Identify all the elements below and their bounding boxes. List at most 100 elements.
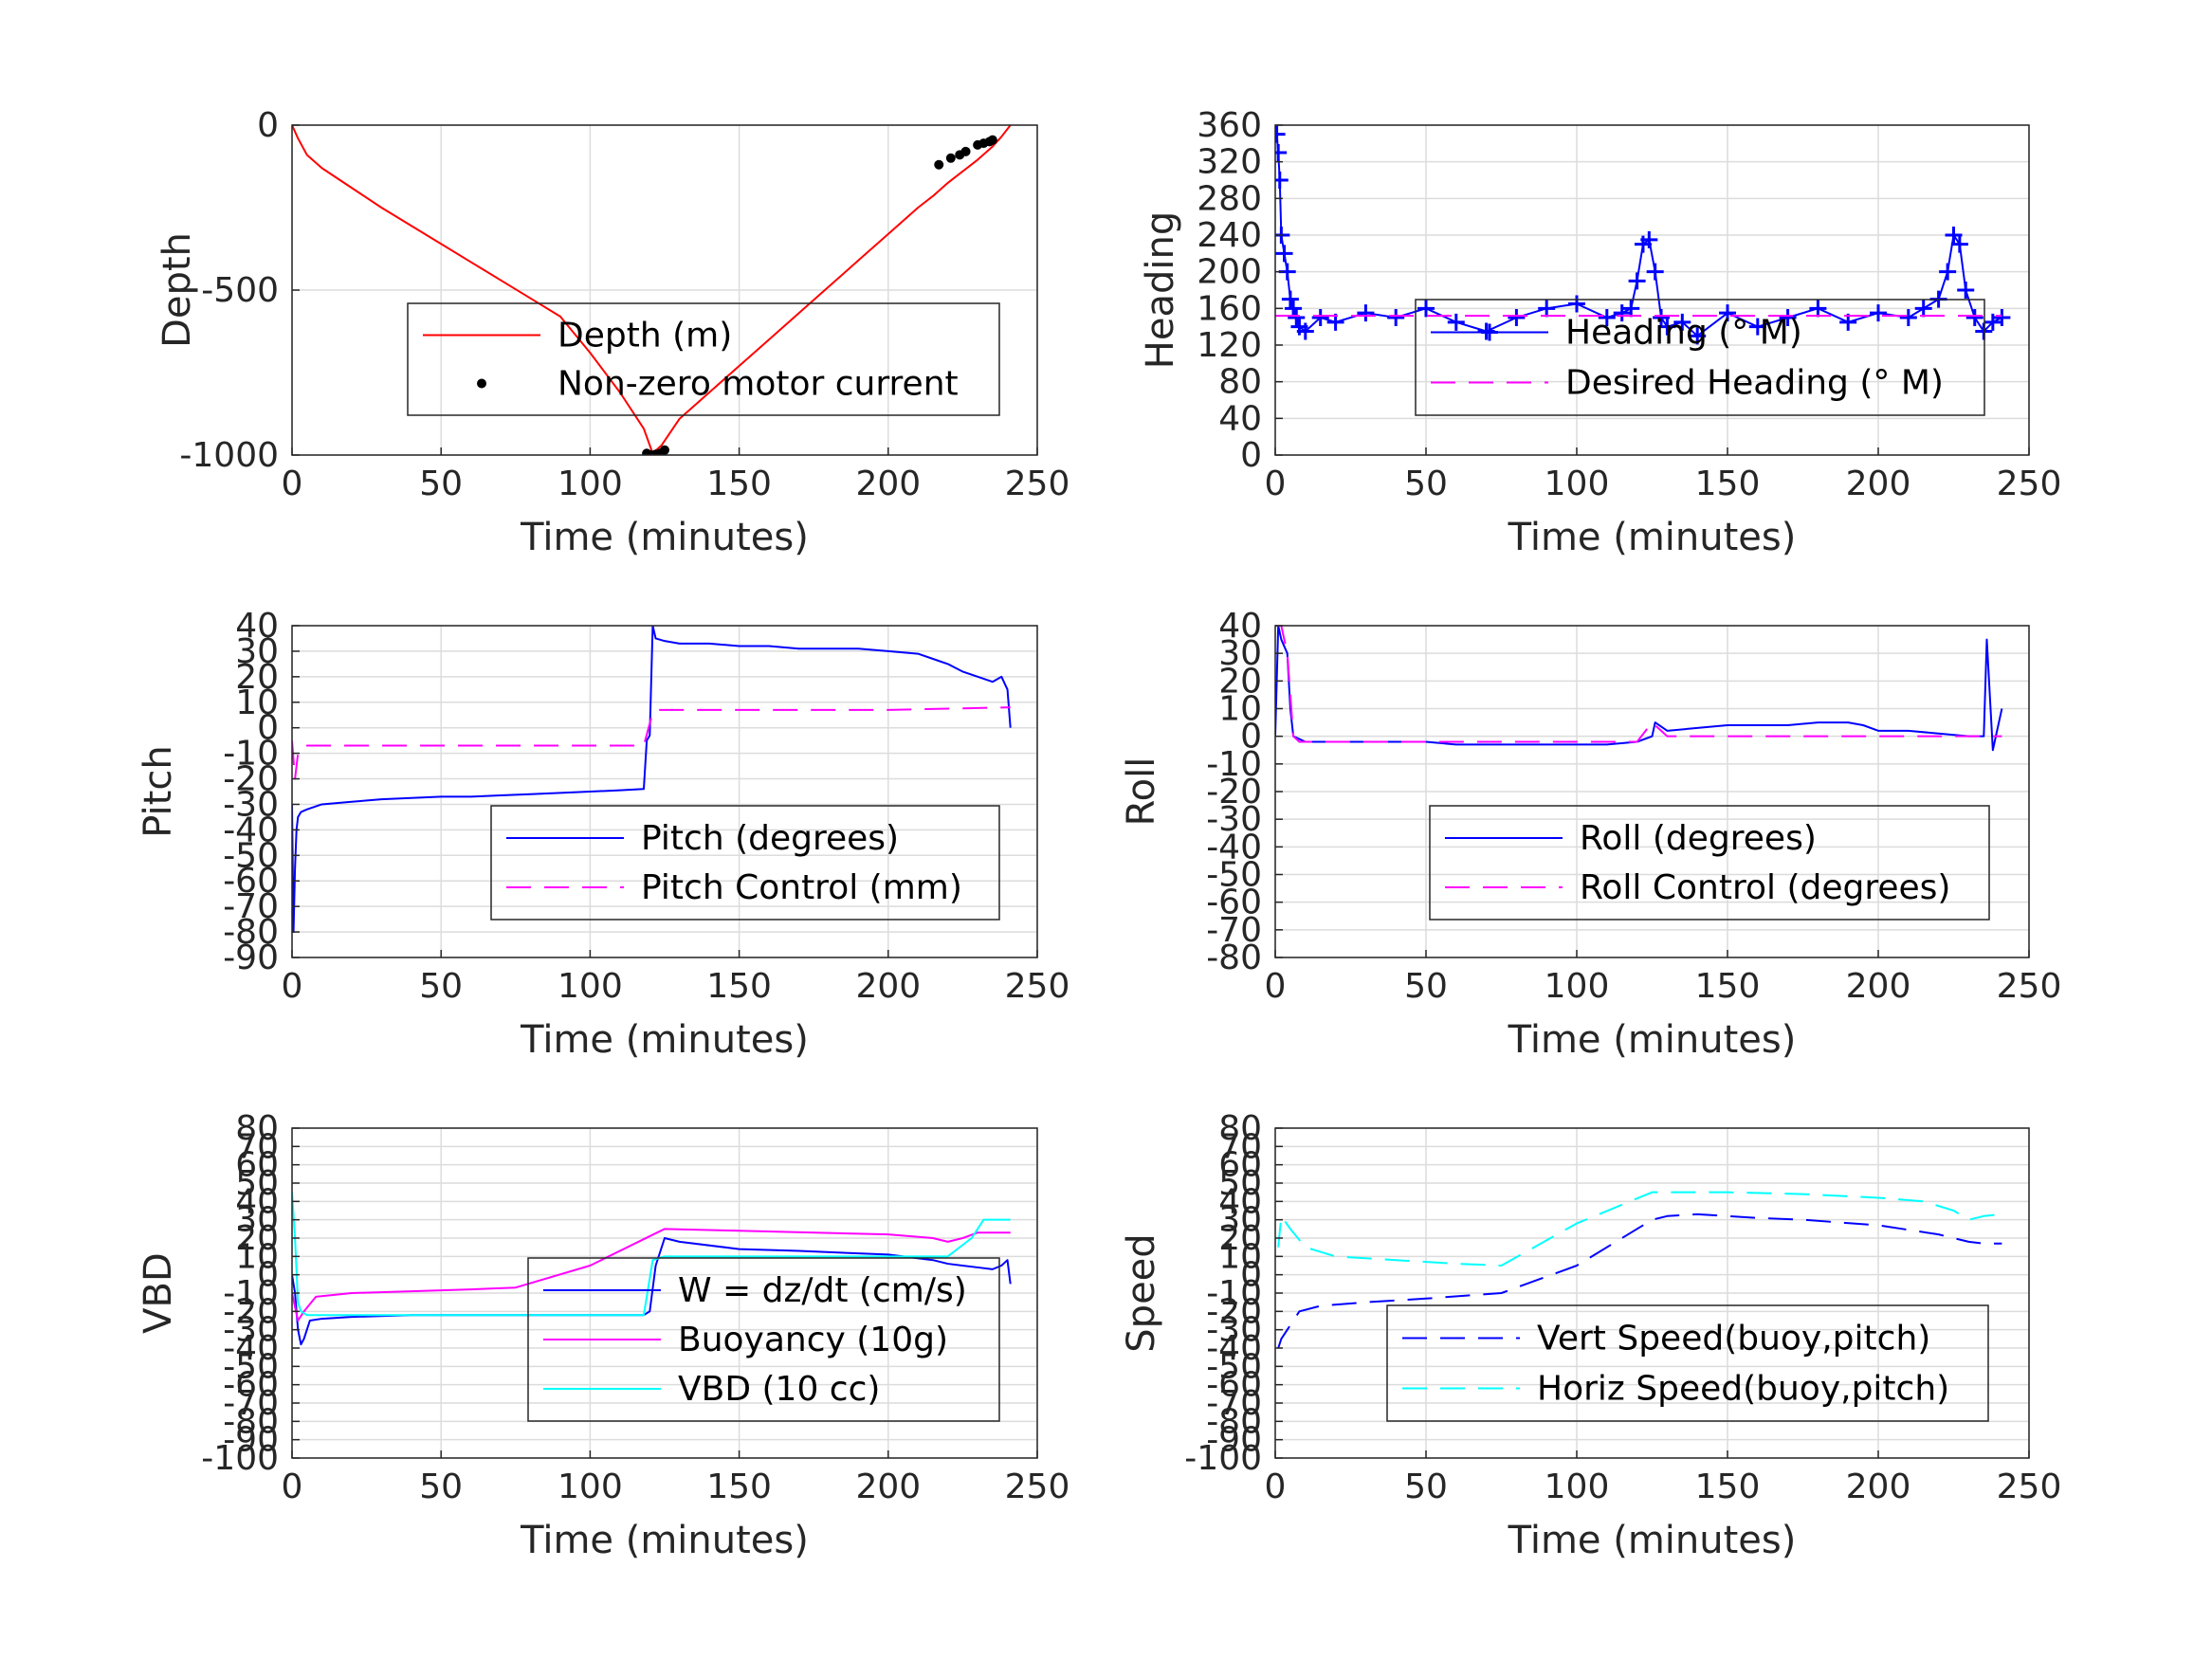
y-tick-label: 200 [1197, 253, 1262, 292]
y-tick-label: -10 [1206, 745, 1262, 784]
subplot-depth: 0 50 100 150 200 250 -1000 -500 0 Time (minutes) D… [155, 106, 1069, 559]
y-tick-label: 10 [235, 1237, 279, 1276]
legend-label: VBD (10 cc) [678, 1370, 880, 1409]
y-tick-label: -50 [223, 1347, 279, 1386]
x-tick-label: 150 [706, 1468, 772, 1506]
y-tick-label: -60 [1206, 1366, 1262, 1405]
x-tick-label: 150 [706, 465, 772, 503]
y-tick-label: 20 [1218, 1219, 1262, 1258]
y-tick-label: -10 [1206, 1274, 1262, 1313]
y-tick-label: 0 [257, 1256, 279, 1295]
x-tick-label: 200 [855, 1468, 921, 1506]
legend-marker [477, 378, 486, 389]
y-tick-label: -30 [1206, 800, 1262, 839]
y-tick-label: -90 [223, 939, 279, 977]
series-heading-m-point [1870, 304, 1887, 322]
series-heading-m-point [1275, 125, 1286, 143]
y-tick-label: 40 [1218, 607, 1262, 646]
x-tick-label: 0 [282, 967, 303, 1006]
series-heading-m-point [1285, 300, 1303, 318]
series-heading-m-point [1538, 300, 1556, 318]
legend: Roll (degrees) Roll Control (degrees) [1429, 805, 1990, 921]
series-depth-m [292, 125, 1012, 455]
series-heading-m-point [1899, 309, 1917, 326]
series-heading-m-point [1357, 304, 1375, 322]
series-roll-control-degrees [1275, 626, 2002, 743]
x-tick-label: 0 [282, 465, 303, 503]
x-tick-label: 250 [1997, 1468, 2062, 1506]
series-buoyancy-10g [292, 1228, 1011, 1322]
series-heading-m-point [1957, 282, 1975, 299]
legend-label: Roll (degrees) [1580, 819, 1817, 858]
x-tick-label: 100 [558, 465, 623, 503]
x-tick-label: 200 [1846, 967, 1911, 1006]
y-tick-label: 20 [235, 658, 279, 697]
axes-box [291, 625, 1038, 958]
series-heading-m-point [1508, 309, 1526, 326]
y-tick-label: 160 [1197, 289, 1262, 328]
series-heading-m-point [1945, 227, 1963, 244]
x-tick-label: 50 [1404, 465, 1448, 503]
y-tick-label: 320 [1197, 143, 1262, 182]
y-tick-label: -100 [201, 1439, 279, 1478]
axes-box [1274, 124, 2030, 456]
series-heading-m-point [1613, 304, 1631, 322]
x-tick-label: 250 [1005, 1468, 1070, 1506]
legend-box [490, 805, 1000, 921]
y-tick-label: 30 [235, 632, 279, 671]
x-tick-label: 0 [1265, 967, 1287, 1006]
series-heading-m-point [1288, 309, 1306, 326]
y-tick-label: 10 [235, 684, 279, 722]
y-tick-label: -80 [223, 913, 279, 952]
x-tick-label: 150 [1695, 967, 1761, 1006]
series-heading-m-point [1387, 309, 1405, 326]
y-tick-label: -40 [223, 811, 279, 849]
x-axis-label: Time (minutes) [1508, 1018, 1797, 1062]
subplot-roll: 0 50 100 150 200 250-80-70-60-50-40-30-20-100… [1120, 607, 2061, 1062]
series-group [292, 1192, 1012, 1346]
y-tick-label: -60 [223, 1366, 279, 1405]
x-tick-label: 200 [855, 967, 921, 1006]
y-tick-label: 20 [235, 1219, 279, 1258]
subplot-pitch: 0 50 100 150 200 250-90-80-70-60-50-40-30-20-… [137, 607, 1069, 1062]
y-tick-label: -70 [223, 1384, 279, 1423]
x-axis-label: Time (minutes) [520, 1018, 809, 1062]
y-tick-label: -30 [223, 1311, 279, 1350]
y-axis-label: Heading [1139, 211, 1182, 369]
legend-label: W = dz/dt (cm/s) [678, 1271, 967, 1310]
y-tick-label: -20 [1206, 1292, 1262, 1331]
y-tick-label: 80 [1218, 363, 1262, 402]
x-axis-label: Time (minutes) [1508, 1519, 1797, 1562]
y-tick-label: 30 [235, 1201, 279, 1240]
y-tick-label: -80 [1206, 939, 1262, 977]
legend-label: Non-zero motor current [558, 365, 959, 404]
x-tick-label: 150 [706, 967, 772, 1006]
legend-label: Pitch Control (mm) [641, 868, 962, 907]
x-tick-label: 250 [1005, 465, 1070, 503]
legend: Depth (m) Non-zero motor current [407, 302, 1000, 416]
legend: Vert Speed(buoy,pitch) Horiz Speed(buoy,p… [1386, 1304, 1989, 1422]
y-tick-label: -30 [223, 785, 279, 824]
y-tick-label: -10 [223, 1274, 279, 1313]
series-heading-m-point [1646, 263, 1664, 281]
y-axis-label: Speed [1120, 1233, 1163, 1352]
x-tick-label: 100 [558, 967, 623, 1006]
series-heading-m-point [1950, 235, 1968, 253]
x-tick-label: 100 [1545, 1468, 1610, 1506]
x-tick-label: 50 [419, 967, 463, 1006]
y-tick-label: 280 [1197, 179, 1262, 218]
y-tick-label: -90 [1206, 1421, 1262, 1460]
series-heading-m-point [1689, 327, 1707, 345]
series-group [1275, 626, 2003, 752]
series-heading-m-point [1281, 290, 1299, 308]
series-non-zero-motor-current-point [660, 445, 669, 455]
x-tick-label: 50 [1404, 967, 1448, 1006]
series-group [292, 626, 1012, 934]
y-tick-label: -70 [223, 887, 279, 926]
y-tick-label: -20 [1206, 773, 1262, 811]
series-heading-m-point [1275, 144, 1288, 161]
x-tick-label: 100 [1545, 465, 1610, 503]
series-heading-m-point [1914, 300, 1932, 318]
y-tick-label: 40 [1218, 1182, 1262, 1221]
